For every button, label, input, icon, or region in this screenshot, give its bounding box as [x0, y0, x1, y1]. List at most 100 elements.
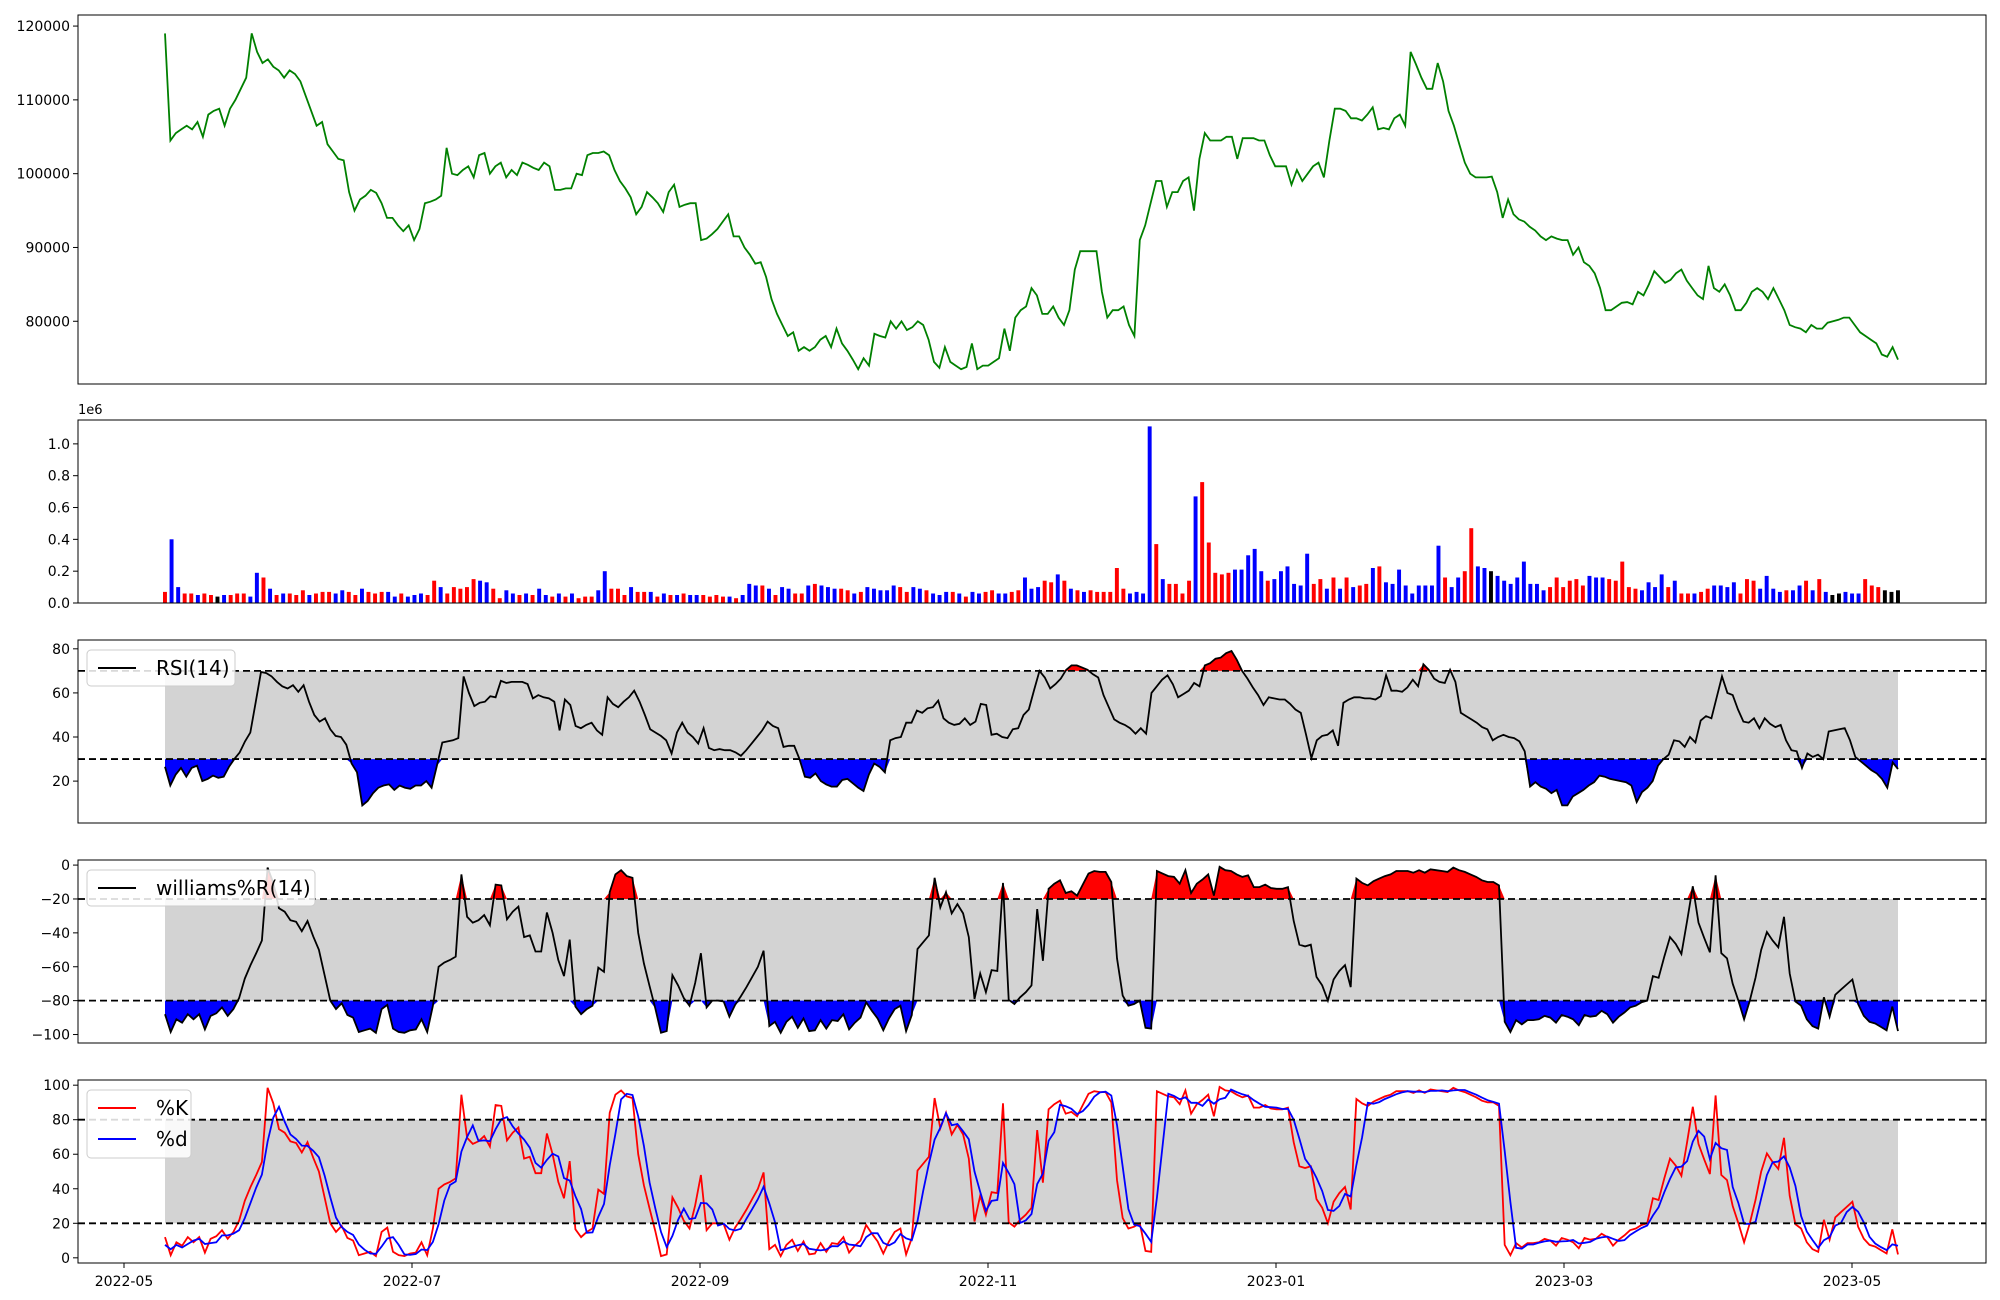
- rsi-ytick-label: 20: [52, 774, 70, 790]
- volume-bar: [911, 587, 916, 603]
- volume-bar: [1423, 585, 1428, 603]
- price-ytick-label: 80000: [25, 314, 70, 330]
- stochastic-ytick-label: 20: [52, 1216, 70, 1232]
- volume-bar: [1633, 588, 1638, 603]
- volume-bar: [445, 593, 450, 603]
- stochastic-frame: [77, 1079, 1987, 1264]
- williams-r-ytick-label: −60: [40, 960, 70, 976]
- volume-bar: [714, 595, 719, 603]
- volume-bar: [963, 596, 968, 603]
- volume-ytick-label: 0.4: [48, 532, 70, 548]
- volume-bar: [1469, 528, 1474, 603]
- price-ytick-label: 110000: [17, 93, 70, 109]
- volume-bar: [1180, 593, 1185, 603]
- volume-bar: [215, 596, 220, 603]
- volume-bar: [1108, 591, 1113, 603]
- volume-bar: [1580, 585, 1585, 603]
- volume-bar: [944, 591, 949, 603]
- rsi-ytick-label: 40: [52, 730, 70, 746]
- volume-bar: [780, 587, 785, 603]
- volume-bar: [1482, 568, 1487, 603]
- volume-bar: [1607, 579, 1612, 603]
- volume-bar: [1042, 580, 1047, 603]
- volume-bar: [819, 585, 824, 603]
- volume-bar: [845, 590, 850, 603]
- volume-bar: [471, 579, 476, 603]
- stochastic-ytick-label: 0: [61, 1251, 70, 1267]
- price-ytick-label: 100000: [17, 167, 70, 183]
- volume-bar: [1679, 593, 1684, 603]
- volume-ytick-label: 0.8: [48, 469, 70, 485]
- volume-bar: [1876, 587, 1881, 603]
- volume-bar: [478, 580, 483, 603]
- volume-bar: [1364, 583, 1369, 603]
- volume-bar: [235, 593, 240, 603]
- volume-bar: [852, 593, 857, 603]
- volume-bar: [333, 593, 338, 603]
- williams-r-line: [164, 865, 1899, 1035]
- volume-bar: [655, 596, 660, 603]
- volume-bar: [281, 593, 286, 603]
- stochastic-d-line: [164, 1088, 1899, 1256]
- stochastic-k-line: [164, 1085, 1899, 1259]
- volume-bar: [1416, 585, 1421, 603]
- price-ytick-label: 90000: [25, 240, 70, 256]
- volume-bar: [1495, 575, 1500, 603]
- volume-bar: [858, 591, 863, 603]
- volume-bar: [1370, 568, 1375, 603]
- volume-bar: [1686, 593, 1690, 603]
- volume-bar: [1239, 569, 1244, 603]
- volume-bar: [209, 595, 213, 603]
- williams-r-legend: [86, 869, 316, 907]
- x-tick-label: 2022-07: [383, 1274, 442, 1290]
- volume-bar: [163, 591, 167, 603]
- volume-bar: [996, 593, 1001, 603]
- volume-bar: [373, 593, 378, 603]
- volume-bar: [1692, 593, 1697, 603]
- volume-bar: [917, 588, 922, 603]
- volume-bar: [865, 587, 870, 603]
- volume-bar: [1751, 580, 1756, 603]
- volume-bar: [898, 587, 903, 603]
- volume-bar: [1646, 582, 1651, 603]
- volume-bar: [353, 595, 358, 603]
- volume-bar: [1265, 580, 1270, 603]
- volume-bar: [1725, 587, 1730, 603]
- volume-bar: [465, 587, 469, 603]
- volume-bar: [346, 591, 351, 603]
- volume-bar: [635, 591, 640, 603]
- volume-bar: [524, 593, 529, 603]
- volume-bar: [891, 585, 896, 603]
- volume-bar: [1594, 577, 1599, 603]
- volume-bar: [1219, 574, 1224, 603]
- volume-bar: [1882, 590, 1887, 603]
- volume-bar: [241, 593, 246, 603]
- volume-bar: [340, 590, 345, 603]
- volume-bar: [1804, 580, 1809, 603]
- volume-bar: [701, 595, 706, 603]
- volume-ytick-label: 0.6: [48, 501, 70, 517]
- volume-bar: [504, 590, 509, 603]
- williams-r-ytick-label: 0: [61, 858, 70, 874]
- volume-bar: [1462, 571, 1467, 603]
- williams-r-frame: [77, 859, 1987, 1044]
- volume-bar: [1672, 580, 1677, 603]
- volume-bar: [1272, 579, 1277, 603]
- volume-bar: [1318, 579, 1323, 603]
- volume-bar: [1114, 568, 1119, 603]
- x-tick-label: 2023-05: [1823, 1274, 1882, 1290]
- volume-bar: [1029, 588, 1034, 603]
- volume-bar: [1292, 583, 1297, 603]
- williams-r-panel: 0 −20 −40 −60 −80 −100 williams%R(14): [32, 858, 1987, 1044]
- x-tick-label: 2022-09: [671, 1274, 730, 1290]
- volume-bar: [1068, 588, 1073, 603]
- rsi-frame: [77, 639, 1987, 824]
- volume-bar: [990, 590, 995, 603]
- volume-bar: [287, 593, 292, 603]
- volume-bar: [1226, 572, 1231, 603]
- volume-bar: [327, 591, 332, 603]
- volume-bar: [602, 571, 607, 603]
- volume-bar: [438, 587, 443, 603]
- volume-bar: [1561, 587, 1566, 603]
- volume-bar: [1311, 583, 1316, 603]
